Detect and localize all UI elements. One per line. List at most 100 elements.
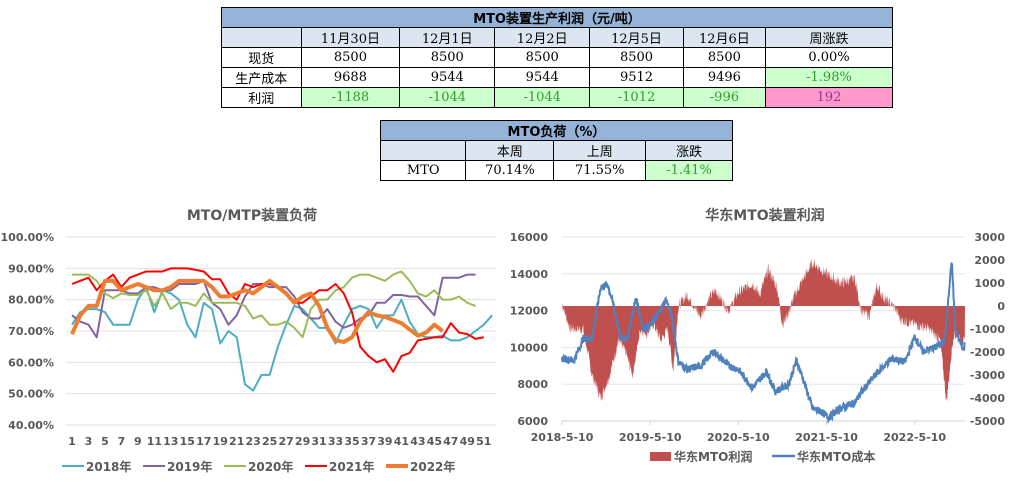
x-tick-label: 15	[180, 435, 195, 448]
x-tick-label: 31	[311, 435, 326, 448]
y-right-tick-label: -2000	[970, 346, 1006, 359]
table-cell: 9688	[300, 67, 401, 88]
x-tick-label: 13	[163, 435, 178, 448]
table-cell: 0.00%	[764, 47, 894, 68]
legend-label: 2022年	[410, 459, 455, 474]
table-cell: 9496	[682, 67, 766, 88]
load-chart: MTO/MTP装置负荷 100.00% 90.00% 80.00% 70.00% 60.0…	[1, 207, 496, 474]
y-tick-label: 40.00%	[8, 419, 54, 432]
x-tick-label: 21	[229, 435, 244, 448]
mto-profit-table: MTO装置生产利润（元/吨） 11月30日 12月1日 12月2日 12月5日 12月6…	[221, 7, 894, 108]
table-cell: 8500	[494, 47, 591, 68]
table-cell: -1.98%	[764, 67, 894, 88]
column-header: 12月6日	[682, 27, 766, 48]
table-cell: -1188	[300, 87, 401, 108]
table-cell: -1044	[399, 87, 496, 108]
table-cell: 9544	[399, 67, 496, 88]
table-row: 现货 8500 8500 8500 8500 8500 0.00%	[221, 47, 894, 68]
x-tick-label: 41	[394, 435, 409, 448]
chart-title: 华东MTO装置利润	[705, 207, 824, 224]
x-tick-label: 39	[377, 435, 392, 448]
y-left-tick-label: 14000	[510, 268, 549, 281]
y-right-tick-label: -3000	[970, 369, 1006, 382]
x-tick-label: 1	[68, 435, 76, 448]
x-tick-label: 2022-5-10	[883, 431, 946, 444]
table-cell: 8500	[589, 47, 684, 68]
x-tick-label: 51	[476, 435, 491, 448]
y-right-tick-label: 2000	[974, 254, 1005, 267]
x-tick-label: 49	[460, 435, 475, 448]
column-header: 本周	[465, 140, 555, 161]
y-tick-label: 70.00%	[8, 325, 54, 338]
row-label: MTO	[379, 160, 467, 181]
table-title: MTO装置生产利润（元/吨）	[221, 7, 893, 28]
table-cell: -996	[682, 87, 766, 108]
y-tick-label: 80.00%	[8, 294, 54, 307]
table-row: 生产成本 9688 9544 9544 9512 9496 -1.98%	[221, 67, 894, 88]
x-tick-label: 7	[118, 435, 126, 448]
column-header	[221, 27, 302, 48]
x-tick-label: 23	[246, 435, 261, 448]
y-right-tick-label: 3000	[974, 231, 1005, 244]
table-cell: 71.55%	[553, 160, 647, 181]
y-right-tick-label: -1000	[970, 323, 1006, 336]
y-left-tick-label: 16000	[510, 231, 549, 244]
table-cell: -1.41%	[645, 160, 733, 181]
x-tick-label: 47	[443, 435, 458, 448]
y-right-tick-label: 0	[997, 300, 1005, 313]
column-header	[379, 140, 467, 161]
y-tick-label: 90.00%	[8, 262, 54, 275]
y-left-tick-label: 8000	[517, 378, 548, 391]
profit-area	[562, 258, 965, 402]
table-cell: 8500	[300, 47, 401, 68]
x-tick-label: 27	[278, 435, 293, 448]
series-line-2019年	[71, 273, 476, 339]
x-tick-label: 2021-5-10	[795, 431, 858, 444]
y-right-tick-label: -5000	[970, 415, 1006, 428]
table-cell: 8500	[682, 47, 766, 68]
series-line-2022年	[70, 278, 444, 344]
y-tick-label: 60.00%	[8, 356, 54, 369]
x-tick-label: 25	[262, 435, 277, 448]
legend-label: 2021年	[329, 459, 374, 474]
legend-label: 华东MTO利润	[674, 449, 752, 464]
x-tick-label: 9	[134, 435, 142, 448]
column-header: 上周	[553, 140, 647, 161]
series-line-2020年	[72, 270, 476, 339]
y-left-tick-label: 12000	[510, 305, 549, 318]
column-header: 涨跌	[645, 140, 733, 161]
x-tick-label: 29	[295, 435, 310, 448]
table-cell: 192	[764, 87, 894, 108]
row-label: 生产成本	[221, 67, 302, 88]
x-tick-label: 5	[101, 435, 109, 448]
chart-title: MTO/MTP装置负荷	[187, 207, 317, 224]
table-row: 利润 -1188 -1044 -1044 -1012 -996 192	[221, 87, 894, 108]
x-tick-label: 2020-5-10	[707, 431, 770, 444]
legend-label: 华东MTO成本	[797, 449, 875, 464]
y-left-tick-label: 6000	[517, 415, 548, 428]
profit-chart: 华东MTO装置利润1600014000120001000080006000300…	[510, 207, 1006, 464]
x-tick-label: 43	[410, 435, 425, 448]
mto-load-table: MTO负荷（%） 本周 上周 涨跌 MTO 70.14% 71.55% -1.41%	[379, 120, 733, 181]
table-cell: -1044	[494, 87, 591, 108]
x-tick-label: 37	[361, 435, 376, 448]
column-header: 周涨跌	[764, 27, 894, 48]
legend-label: 2019年	[167, 459, 212, 474]
x-tick-label: 2019-5-10	[619, 431, 682, 444]
legend-label: 2018年	[86, 459, 131, 474]
table-cell: 70.14%	[465, 160, 555, 181]
table-title: MTO负荷（%）	[380, 120, 733, 141]
cost-line	[561, 262, 966, 424]
legend-swatch	[650, 452, 671, 461]
x-tick-label: 19	[213, 435, 228, 448]
legend-label: 2020年	[248, 459, 293, 474]
x-tick-label: 17	[196, 435, 211, 448]
x-tick-label: 35	[344, 435, 359, 448]
column-header: 11月30日	[300, 27, 401, 48]
y-tick-label: 100.00%	[1, 231, 54, 244]
x-tick-label: 33	[328, 435, 343, 448]
column-header: 12月2日	[494, 27, 591, 48]
x-tick-label: 2018-5-10	[531, 431, 594, 444]
table-cell: 8500	[399, 47, 496, 68]
table-cell: 9512	[589, 67, 684, 88]
